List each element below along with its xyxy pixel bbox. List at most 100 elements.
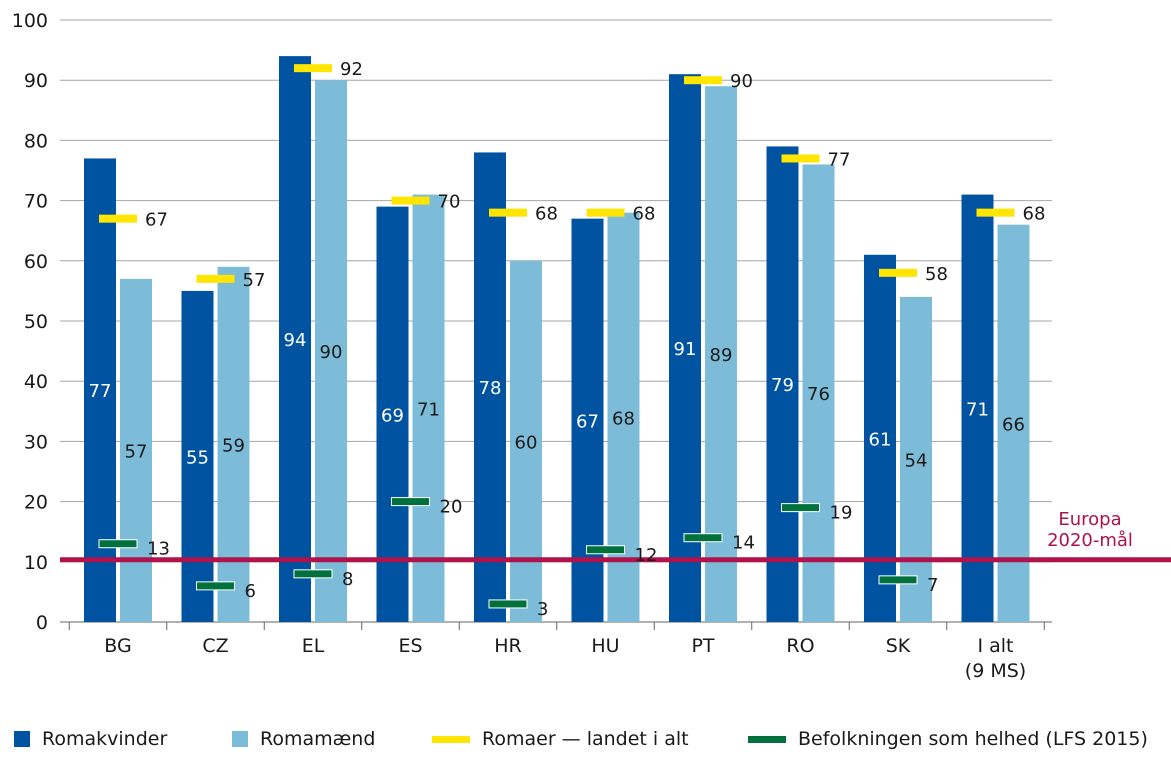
- data-label-romamaend: 76: [807, 384, 830, 405]
- y-tick-label: 20: [24, 492, 48, 514]
- data-label-romakvinder: 69: [381, 405, 404, 426]
- bar-romakvinder: [571, 218, 604, 622]
- x-tick-label: SK: [886, 635, 911, 657]
- marker-romaer-i-alt: [684, 76, 722, 85]
- data-label-befolkningen: 12: [635, 545, 658, 566]
- legend: Romakvinder Romamænd Romaer — landet i a…: [0, 704, 1171, 762]
- marker-romaer-i-alt: [294, 64, 332, 73]
- data-label-befolkningen: 8: [342, 569, 353, 590]
- data-label-romaer-i-alt: 57: [243, 270, 266, 291]
- y-tick-label: 100: [12, 10, 48, 32]
- data-label-romaer-i-alt: 92: [340, 59, 363, 80]
- x-tick-label: BG: [104, 635, 131, 657]
- bar-romamaend: [412, 194, 445, 622]
- data-label-romakvinder: 78: [479, 378, 502, 399]
- marker-befolkningen: [293, 569, 333, 579]
- bars: [84, 56, 1030, 623]
- data-label-romaer-i-alt: 70: [438, 192, 461, 213]
- data-label-befolkningen: 3: [537, 599, 548, 620]
- data-label-romaer-i-alt: 68: [1023, 204, 1046, 225]
- x-tick-label: HU: [591, 635, 619, 657]
- x-tick-label: RO: [786, 635, 814, 657]
- y-tick-label: 90: [24, 70, 48, 92]
- marker-romaer-i-alt: [976, 208, 1015, 217]
- legend-label-general-population: Befolkningen som helhed (LFS 2015): [798, 728, 1148, 750]
- x-tick-label: I alt: [977, 635, 1013, 657]
- y-tick-label: 10: [24, 552, 48, 574]
- x-tick-label: (9 MS): [965, 660, 1026, 682]
- marker-romaer-i-alt: [99, 214, 137, 223]
- bar-romakvinder: [474, 152, 506, 622]
- legend-item-roma-total: Romaer — landet i alt: [432, 728, 689, 750]
- marker-befolkningen: [683, 533, 723, 543]
- data-label-befolkningen: 19: [830, 503, 853, 524]
- bar-romamaend: [217, 266, 250, 622]
- data-label-romakvinder: 91: [674, 339, 697, 360]
- data-label-romamaend: 68: [612, 408, 635, 429]
- legend-swatch-roma-total: [432, 735, 470, 743]
- data-label-romamaend: 89: [710, 345, 733, 366]
- data-label-befolkningen: 14: [732, 533, 755, 554]
- data-label-romakvinder: 79: [771, 375, 794, 396]
- marker-romaer-i-alt: [196, 274, 235, 283]
- bar-romakvinder: [766, 146, 799, 623]
- data-label-befolkningen: 13: [147, 539, 170, 560]
- bar-romakvinder: [961, 194, 994, 622]
- data-label-romakvinder: 67: [576, 411, 599, 432]
- legend-label-men: Romamænd: [260, 728, 376, 750]
- x-tick-label: PT: [691, 635, 714, 657]
- marker-befolkningen: [586, 545, 625, 555]
- legend-swatch-general-population: [748, 735, 786, 743]
- data-label-romaer-i-alt: 90: [730, 71, 753, 92]
- x-tick-label: EL: [302, 635, 325, 657]
- data-label-romakvinder: 71: [966, 399, 989, 420]
- bar-romamaend: [997, 224, 1030, 622]
- marker-befolkningen: [488, 599, 528, 609]
- y-tick-label: 50: [24, 311, 48, 333]
- data-label-romakvinder: 55: [186, 447, 209, 468]
- bar-romakvinder: [181, 290, 214, 622]
- data-label-romaer-i-alt: 77: [828, 149, 851, 170]
- marker-befolkningen: [781, 503, 820, 513]
- bar-romakvinder: [376, 206, 409, 622]
- data-label-befolkningen: 20: [440, 497, 463, 518]
- x-axis: BG CZ EL ES HR HU PT RO SK I alt (9 MS): [60, 621, 1052, 682]
- marker-befolkningen: [98, 539, 138, 549]
- data-label-romaer-i-alt: 68: [633, 204, 656, 225]
- data-label-romaer-i-alt: 68: [535, 204, 558, 225]
- legend-item-general-population: Befolkningen som helhed (LFS 2015): [748, 728, 1148, 750]
- marker-romaer-i-alt: [586, 208, 625, 217]
- y-tick-label: 0: [36, 612, 48, 634]
- bar-romamaend: [705, 86, 737, 623]
- data-label-befolkningen: 7: [927, 575, 938, 596]
- data-label-befolkningen: 6: [245, 581, 256, 602]
- y-tick-label: 80: [24, 130, 48, 152]
- y-axis: 0 10 20 30 40 50 60 70 80 90 100: [12, 10, 48, 634]
- data-label-romakvinder: 77: [89, 381, 112, 402]
- x-tick-label: CZ: [202, 635, 228, 657]
- bar-romamaend: [802, 164, 835, 623]
- markers: [98, 64, 1015, 609]
- legend-item-men: Romamænd: [232, 728, 375, 750]
- chart: 0 10 20 30 40 50 60 70 80 90 100 BG CZ EL ES HR HU PT RO S…: [12, 10, 1171, 682]
- y-tick-label: 40: [24, 371, 48, 393]
- data-label-romamaend: 59: [222, 435, 245, 456]
- legend-swatch-men: [232, 731, 248, 747]
- marker-romaer-i-alt: [879, 268, 917, 277]
- bar-romakvinder: [669, 74, 701, 623]
- data-label-romamaend: 57: [125, 441, 148, 462]
- data-label-romaer-i-alt: 67: [145, 210, 168, 231]
- target-label: 2020-mål: [1047, 530, 1133, 551]
- bar-romakvinder: [279, 56, 311, 623]
- marker-befolkningen: [196, 581, 235, 591]
- x-tick-label: ES: [398, 635, 422, 657]
- marker-befolkningen: [878, 575, 918, 585]
- data-label-romamaend: 60: [515, 432, 538, 453]
- legend-label-women: Romakvinder: [42, 728, 168, 750]
- legend-label-roma-total: Romaer — landet i alt: [482, 728, 689, 750]
- data-label-romamaend: 90: [320, 342, 343, 363]
- y-tick-label: 70: [24, 191, 48, 213]
- bar-romamaend: [315, 80, 347, 622]
